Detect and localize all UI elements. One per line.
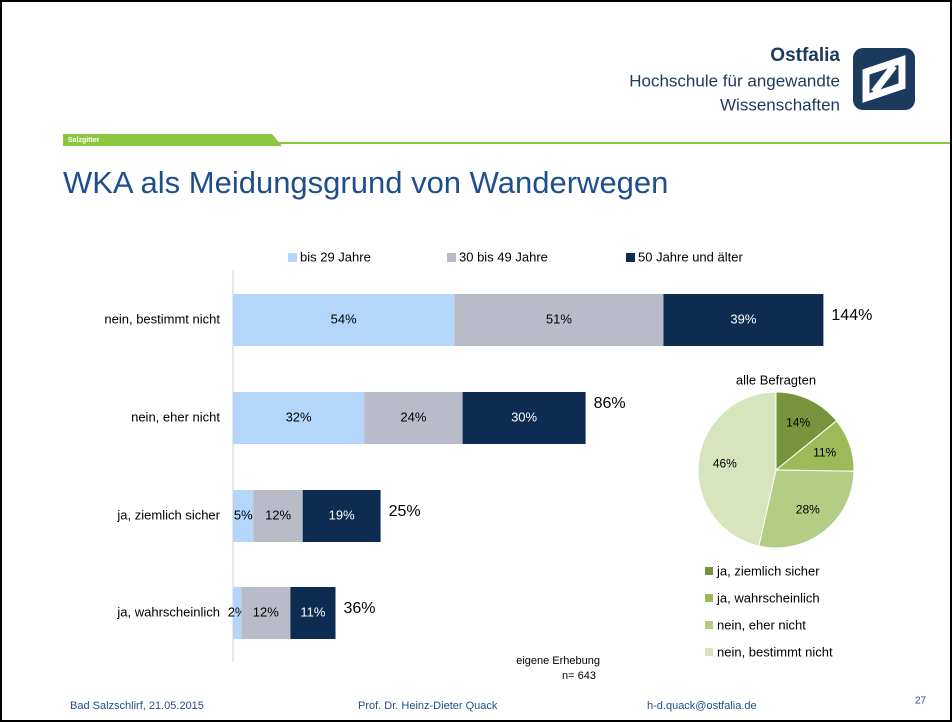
pie-slice	[758, 469, 855, 549]
tag-text: Salzgitter	[68, 137, 100, 144]
bar-segment	[663, 294, 824, 346]
bar-segment	[454, 294, 664, 346]
slice-label: 46%	[713, 456, 737, 470]
pie-title: alle Befragten	[736, 372, 816, 387]
value-label: 12%	[253, 604, 279, 619]
legend-label: nein, eher nicht	[717, 617, 806, 632]
bar-segment	[233, 587, 242, 639]
bar-segment	[233, 392, 365, 444]
value-label: 11%	[300, 604, 325, 619]
footer-left: Bad Salzschlirf, 21.05.2015	[70, 700, 204, 712]
total-label: 36%	[344, 600, 376, 617]
legend-swatch	[705, 567, 713, 575]
org-line: Wissenschaften	[720, 95, 840, 114]
value-label: 24%	[400, 409, 426, 424]
value-label: 5%	[234, 507, 253, 522]
legend-label: 30 bis 49 Jahre	[459, 249, 548, 264]
total-label: 25%	[389, 503, 421, 520]
legend-label: ja, ziemlich sicher	[716, 563, 820, 578]
legend-swatch	[288, 253, 297, 262]
value-label: 30%	[511, 409, 537, 424]
legend-swatch	[626, 253, 635, 262]
note: eigene Erhebung	[516, 655, 600, 667]
bar-segment	[290, 587, 336, 639]
category-label: ja, ziemlich sicher	[116, 507, 220, 522]
bar-segment	[253, 490, 303, 542]
value-label: 54%	[331, 311, 357, 326]
legend-label: nein, bestimmt nicht	[717, 644, 833, 659]
category-label: ja, wahrscheinlich	[116, 604, 220, 619]
legend-label: ja, wahrscheinlich	[716, 590, 820, 605]
page-number: 27	[915, 696, 927, 707]
pie-slice	[775, 391, 838, 472]
footer-right: h-d.quack@ostfalia.de	[647, 700, 757, 712]
legend-label: 50 Jahre und älter	[638, 249, 743, 264]
bar-segment	[233, 490, 254, 542]
value-label: 32%	[286, 409, 312, 424]
bar-segment	[364, 392, 463, 444]
note: n= 643	[562, 670, 596, 682]
value-label: 51%	[546, 311, 572, 326]
footer-center: Prof. Dr. Heinz-Dieter Quack	[358, 700, 498, 712]
legend-swatch	[705, 621, 713, 629]
bar-segment	[233, 294, 455, 346]
slice-label: 28%	[796, 503, 820, 517]
value-label: 12%	[265, 507, 291, 522]
legend-swatch	[705, 648, 713, 656]
category-label: nein, eher nicht	[131, 409, 220, 424]
slide-title: WKA als Meidungsgrund von Wanderwegen	[63, 165, 668, 200]
slice-label: 14%	[786, 416, 810, 430]
logo	[853, 48, 915, 110]
legend-swatch	[705, 594, 713, 602]
bar-segment	[241, 587, 291, 639]
bar-segment	[462, 392, 586, 444]
tag-bar	[63, 134, 282, 146]
value-label: 39%	[730, 311, 756, 326]
total-label: 144%	[831, 307, 872, 324]
logo-glyph	[862, 55, 906, 103]
pie-slice	[697, 391, 777, 547]
legend-swatch	[447, 253, 456, 262]
org-name: Ostfalia	[770, 45, 840, 66]
legend-label: bis 29 Jahre	[300, 249, 371, 264]
category-label: nein, bestimmt nicht	[104, 311, 220, 326]
total-label: 86%	[594, 395, 626, 412]
value-label: 19%	[329, 507, 355, 522]
bar-segment	[302, 490, 381, 542]
slice-label: 11%	[813, 445, 836, 459]
org-line: Hochschule für angewandte	[629, 71, 840, 90]
